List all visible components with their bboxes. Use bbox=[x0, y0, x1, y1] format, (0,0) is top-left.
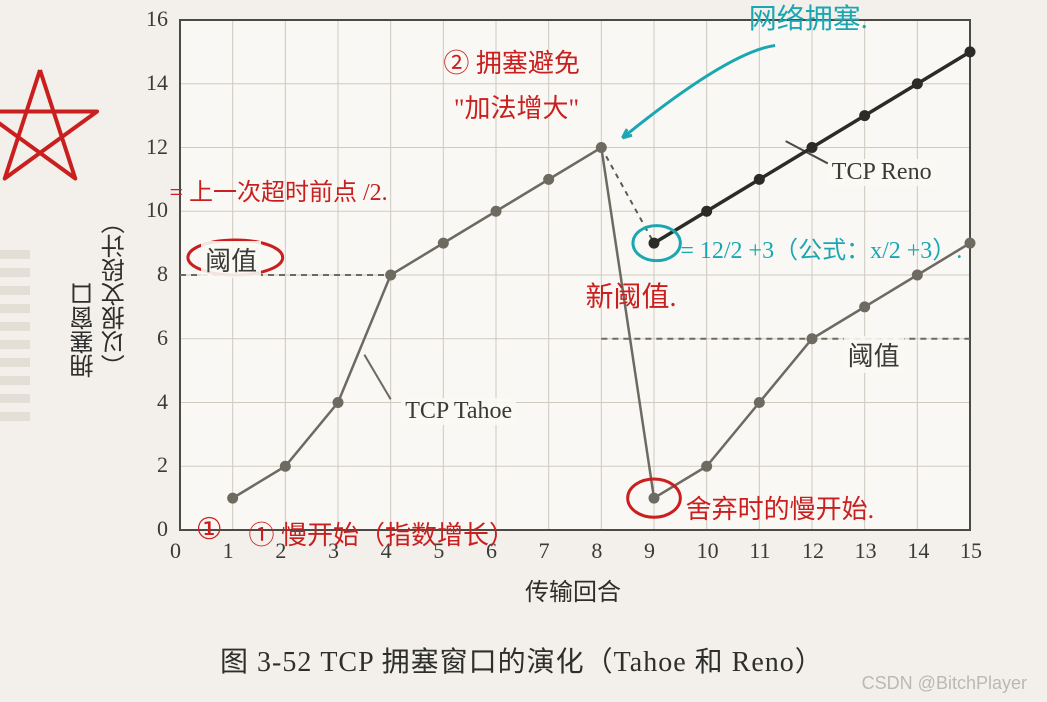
x-tick: 10 bbox=[697, 538, 719, 564]
annotation-new_thresh: 新阈值. bbox=[586, 275, 677, 315]
x-tick: 0 bbox=[170, 538, 181, 564]
y-tick: 4 bbox=[157, 389, 168, 415]
annotation-cong_avoid_1: ② 拥塞避免 bbox=[443, 43, 580, 80]
figure-caption: 图 3-52 TCP 拥塞窗口的演化（Tahoe 和 Reno） bbox=[220, 640, 824, 680]
y-tick: 16 bbox=[146, 6, 168, 32]
x-tick: 7 bbox=[539, 538, 550, 564]
y-axis-line2: （以报文段计） bbox=[103, 210, 129, 378]
x-tick: 13 bbox=[855, 538, 877, 564]
y-tick: 2 bbox=[157, 452, 168, 478]
x-tick: 11 bbox=[749, 538, 770, 564]
watermark: CSDN @BitchPlayer bbox=[862, 673, 1027, 694]
annotation-cong_avoid_2: "加法增大" bbox=[454, 88, 579, 125]
x-tick: 14 bbox=[907, 538, 929, 564]
printed-label-thresh: 阈值 bbox=[201, 241, 261, 278]
y-axis-line1: 拥塞窗口 bbox=[72, 282, 98, 378]
y-tick: 8 bbox=[157, 261, 168, 287]
annotation-net_cong: 网络拥塞. bbox=[749, 0, 868, 37]
y-tick: 12 bbox=[146, 134, 168, 160]
x-tick: 9 bbox=[644, 538, 655, 564]
y-tick: 14 bbox=[146, 70, 168, 96]
annotation-reno_calc: = 12/2 +3（公式：x/2 +3）. bbox=[680, 230, 962, 265]
x-tick: 1 bbox=[223, 538, 234, 564]
printed-label-reno: TCP Reno bbox=[828, 159, 936, 186]
y-tick: 6 bbox=[157, 325, 168, 351]
x-tick: 12 bbox=[802, 538, 824, 564]
annotation-slow_start: ① 慢开始（指数增长） bbox=[248, 515, 515, 552]
annotation-circle1: ① bbox=[196, 512, 223, 547]
x-axis-label: 传输回合 bbox=[525, 572, 621, 607]
y-tick: 10 bbox=[146, 197, 168, 223]
printed-label-new_thresh: 阈值 bbox=[844, 336, 904, 373]
annotation-half_note: = 上一次超时前点 /2. bbox=[169, 172, 387, 207]
annotation-restart_note: 舍弃时的慢开始. bbox=[686, 489, 875, 526]
y-axis-label: 拥塞窗口 （以报文段计） bbox=[70, 210, 132, 378]
y-tick: 0 bbox=[157, 516, 168, 542]
x-tick: 8 bbox=[591, 538, 602, 564]
x-tick: 15 bbox=[960, 538, 982, 564]
printed-label-tahoe: TCP Tahoe bbox=[401, 398, 516, 425]
